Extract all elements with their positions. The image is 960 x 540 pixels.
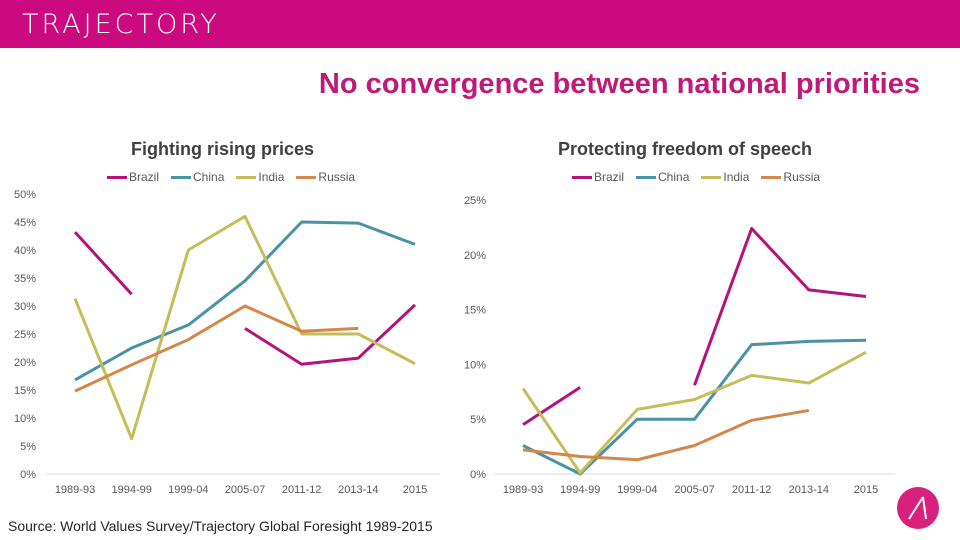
y-tick-label: 50% bbox=[14, 189, 36, 201]
legend-item-china: China bbox=[171, 170, 224, 184]
series-line-india bbox=[73, 214, 416, 441]
legend-swatch bbox=[171, 175, 192, 179]
x-tick-label: 1989-93 bbox=[55, 484, 95, 496]
y-tick-label: 15% bbox=[464, 305, 486, 317]
legend-label: China bbox=[658, 170, 690, 184]
x-tick-label: 2011-12 bbox=[282, 484, 322, 496]
legend-swatch bbox=[701, 175, 722, 179]
x-tick-label: 2013-14 bbox=[338, 484, 378, 496]
legend-label: Russia bbox=[783, 170, 821, 184]
series-line-brazil bbox=[244, 303, 417, 366]
y-tick-label: 0% bbox=[470, 469, 486, 481]
series-india bbox=[73, 214, 416, 441]
brand-logo-text: TRAJECTORY bbox=[22, 9, 220, 40]
chart-prices: 0% 5% 10% 15% 20% 25% 30% 35% 40% 45% 50% 1989-93 19… bbox=[14, 189, 440, 496]
header-banner: TRAJECTORY bbox=[0, 0, 960, 48]
legend-item-brazil: Brazil bbox=[572, 170, 624, 184]
slash-mark-icon bbox=[908, 496, 927, 520]
series-line-brazil bbox=[693, 226, 867, 386]
x-tick-label: 2011-12 bbox=[732, 484, 772, 496]
legend-swatch bbox=[572, 175, 592, 179]
series-line-india bbox=[521, 351, 867, 475]
y-tick-label: 35% bbox=[14, 273, 36, 285]
page-title: No convergence between national prioriti… bbox=[318, 68, 920, 100]
legend-item-russia: Russia bbox=[296, 170, 355, 184]
y-tick-label: 20% bbox=[14, 357, 36, 369]
x-tick-label: 2005-07 bbox=[674, 484, 714, 496]
x-tick-label: 1999-04 bbox=[617, 484, 657, 496]
y-tick-label: 40% bbox=[14, 245, 36, 257]
series-china bbox=[74, 220, 416, 382]
legend-item-china: China bbox=[636, 170, 689, 184]
legend-item-india: India bbox=[701, 170, 749, 184]
y-tick-label: 20% bbox=[464, 250, 486, 262]
legend-label: China bbox=[193, 170, 225, 184]
x-tick-label: 2005-07 bbox=[225, 484, 265, 496]
series-line-russia bbox=[74, 304, 359, 393]
y-tick-label: 15% bbox=[14, 385, 36, 397]
series-line-brazil bbox=[73, 231, 133, 296]
y-tick-label: 10% bbox=[14, 413, 36, 425]
x-tick-label: 2015 bbox=[403, 484, 427, 496]
x-tick-label: 1999-04 bbox=[168, 484, 208, 496]
chart-title-speech: Protecting freedom of speech bbox=[558, 139, 813, 159]
legend-label: Russia bbox=[318, 170, 356, 184]
x-tick-label: 2015 bbox=[854, 484, 878, 496]
y-tick-label: 45% bbox=[14, 217, 36, 229]
legend-label: Brazil bbox=[129, 170, 160, 184]
y-tick-label: 25% bbox=[464, 195, 486, 207]
legend-swatch bbox=[636, 175, 657, 179]
y-tick-label: 30% bbox=[14, 301, 36, 313]
legend-item-russia: Russia bbox=[761, 170, 820, 184]
series-line-russia bbox=[522, 408, 810, 462]
legend-swatch bbox=[107, 175, 127, 179]
chart-speech: 0% 5% 10% 15% 20% 25% 1989-93 1994-99 1999-04 200… bbox=[464, 195, 895, 496]
series-line-brazil bbox=[522, 386, 581, 426]
series-line-china bbox=[522, 338, 867, 476]
series-china bbox=[522, 338, 867, 476]
legend-label: India bbox=[258, 170, 285, 184]
y-tick-label: 5% bbox=[470, 414, 486, 426]
y-tick-label: 0% bbox=[20, 469, 36, 481]
legend-label: Brazil bbox=[594, 170, 625, 184]
legend-item-brazil: Brazil bbox=[107, 170, 159, 184]
chart-title-prices: Fighting rising prices bbox=[131, 139, 315, 159]
series-brazil bbox=[522, 226, 867, 426]
legend-prices: Brazil China India Russia bbox=[107, 170, 355, 184]
x-tick-label: 1989-93 bbox=[503, 484, 543, 496]
trajectory-logo-icon bbox=[897, 487, 939, 529]
x-tick-label: 2013-14 bbox=[789, 484, 829, 496]
legend-swatch bbox=[761, 175, 782, 179]
series-russia bbox=[74, 304, 359, 393]
legend-swatch bbox=[236, 175, 257, 179]
legend-speech: Brazil China India Russia bbox=[572, 170, 820, 184]
source-note: Source: World Values Survey/Trajectory G… bbox=[8, 518, 433, 534]
y-tick-label: 10% bbox=[464, 359, 486, 371]
x-tick-label: 1994-99 bbox=[111, 484, 151, 496]
series-brazil bbox=[73, 231, 417, 366]
legend-swatch bbox=[296, 175, 317, 179]
series-india bbox=[521, 351, 867, 475]
y-tick-label: 5% bbox=[20, 441, 36, 453]
legend-label: India bbox=[723, 170, 750, 184]
series-line-china bbox=[74, 220, 416, 382]
series-russia bbox=[522, 408, 810, 462]
x-tick-label: 1994-99 bbox=[560, 484, 600, 496]
y-tick-label: 25% bbox=[14, 329, 36, 341]
legend-item-india: India bbox=[236, 170, 284, 184]
